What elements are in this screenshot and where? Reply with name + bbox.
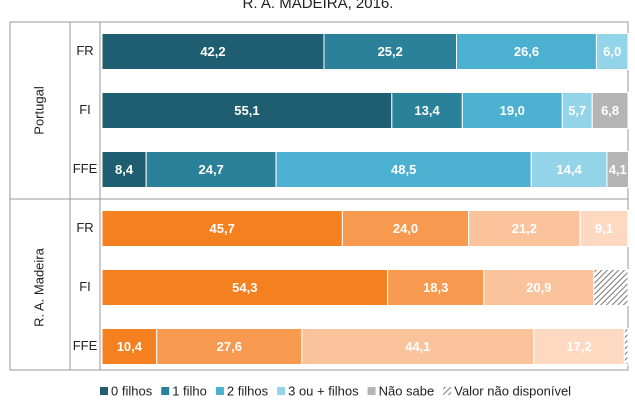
bar-segment	[533, 328, 625, 365]
value-label: 44,1	[405, 339, 430, 354]
bar-segment	[591, 92, 629, 129]
value-label: 4,1	[609, 162, 627, 177]
bar-segment	[101, 151, 147, 188]
bar-segment	[606, 151, 630, 188]
bar-segment	[101, 33, 325, 70]
group-label: R. A. Madeira	[31, 247, 46, 327]
frame	[9, 21, 629, 371]
value-label: 26,6	[514, 44, 539, 59]
legend-label: 2 filhos	[227, 383, 269, 398]
value-label: 6,8	[601, 103, 619, 118]
bar-segment	[593, 269, 629, 306]
value-label: 27,6	[217, 339, 242, 354]
bar-segment	[101, 328, 158, 365]
value-label: 45,7	[210, 221, 235, 236]
bar-segment	[456, 33, 597, 70]
category-label: FFE	[73, 338, 98, 353]
legend-swatch	[161, 387, 170, 395]
group-label: Portugal	[31, 86, 46, 135]
bar-segment	[301, 328, 535, 365]
category-label: FI	[79, 102, 91, 117]
value-label: 14,4	[556, 162, 582, 177]
legend-swatch	[367, 387, 376, 395]
bar-segment	[101, 269, 389, 306]
bar-segment	[561, 92, 593, 129]
bar-segment	[595, 33, 629, 70]
value-label: 19,0	[500, 103, 525, 118]
category-label: FR	[76, 43, 93, 58]
value-label: 8,4	[115, 162, 134, 177]
category-label: FR	[76, 220, 93, 235]
legend-label: 0 filhos	[111, 383, 153, 398]
value-label: 24,7	[198, 162, 223, 177]
value-label: 10,4	[117, 339, 143, 354]
value-label: 20,9	[526, 280, 551, 295]
bar-segment	[101, 210, 343, 247]
value-label: 6,0	[603, 44, 621, 59]
value-label: 21,2	[512, 221, 537, 236]
legend-label: Não sabe	[379, 383, 435, 398]
category-label: FFE	[73, 161, 98, 176]
bar-segment	[579, 210, 629, 247]
value-label: 17,2	[566, 339, 591, 354]
category-label: FI	[79, 279, 91, 294]
bar-segment	[275, 151, 532, 188]
value-label: 18,3	[423, 280, 448, 295]
value-label: 55,1	[234, 103, 259, 118]
value-label: 42,2	[200, 44, 225, 59]
value-label: 48,5	[391, 162, 416, 177]
chart-title: R. A. MADEIRA, 2016.	[243, 0, 394, 12]
value-label: 54,3	[232, 280, 257, 295]
bar-segment	[623, 328, 629, 365]
bar-segment	[145, 151, 277, 188]
legend-swatch	[215, 387, 224, 395]
value-label: 24,0	[393, 221, 418, 236]
legend-label: Valor não disponível	[454, 383, 571, 398]
value-label: 25,2	[378, 44, 403, 59]
bar-segment	[323, 33, 458, 70]
legend-swatch	[443, 387, 452, 395]
legend-label: 3 ou + filhos	[288, 383, 359, 398]
bar-segment	[530, 151, 608, 188]
value-label: 5,7	[568, 103, 586, 118]
bar-segment	[391, 92, 463, 129]
value-label: 13,4	[414, 103, 440, 118]
legend-swatch	[100, 387, 108, 395]
legend-label: 1 filho	[172, 383, 207, 398]
bar-segment	[101, 92, 393, 129]
value-label: 9,1	[595, 221, 613, 236]
legend-swatch	[277, 387, 286, 395]
